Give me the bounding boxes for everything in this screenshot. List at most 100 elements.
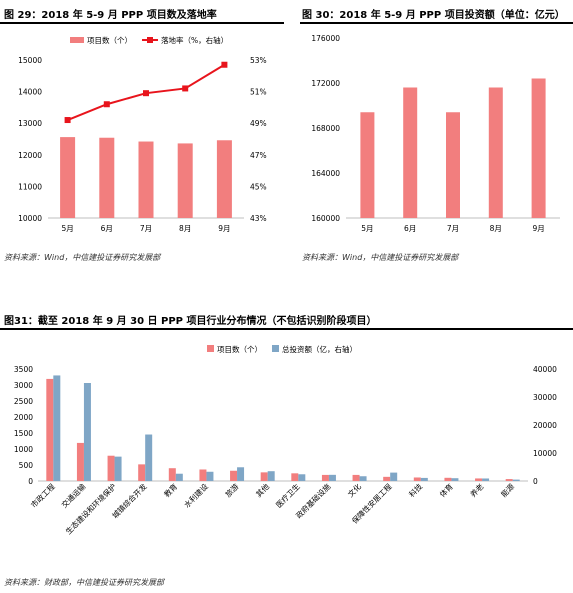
figure31-count-bar bbox=[444, 477, 452, 481]
figure31-count-bar bbox=[260, 472, 268, 481]
figure31-left-tick: 2000 bbox=[14, 413, 33, 422]
figure29-right-tick: 49% bbox=[250, 119, 267, 128]
figure29-legend-bar-swatch bbox=[70, 37, 84, 43]
figure29-bar bbox=[99, 137, 115, 218]
figure31-left-tick: 0 bbox=[28, 477, 33, 486]
figure29-left-tick: 14000 bbox=[18, 88, 42, 97]
figure31-investment-bar bbox=[206, 471, 214, 481]
figure31-investment-bar bbox=[267, 471, 275, 481]
figure29-x-tick: 9月 bbox=[218, 224, 230, 233]
figure31-count-bar bbox=[230, 470, 238, 481]
figure30-y-tick: 168000 bbox=[311, 124, 340, 133]
figure29-left-tick: 13000 bbox=[18, 119, 42, 128]
figure31-investment-bar bbox=[114, 456, 122, 481]
figure29-legend-line-label: 落地率（%，右轴） bbox=[161, 35, 228, 45]
figure31-count-bar bbox=[138, 464, 146, 481]
figure29-legend-line-marker bbox=[147, 37, 153, 43]
figure31-investment-bar bbox=[420, 477, 428, 481]
figure31-title: 图31：截至 2018 年 9 月 30 日 PPP 项目行业分布情况（不包括识… bbox=[4, 316, 377, 327]
figure31-right-tick: 10000 bbox=[533, 449, 557, 458]
figure31-x-tick: 科技 bbox=[407, 481, 425, 499]
figure30-y-tick: 160000 bbox=[311, 214, 340, 223]
figure29-x-tick: 6月 bbox=[101, 224, 113, 233]
figure29-rate-point bbox=[182, 85, 189, 92]
figure31-investment-bar bbox=[53, 375, 61, 481]
figure31-x-tick: 医疗卫生 bbox=[273, 481, 302, 510]
figure29-rate-point bbox=[221, 61, 228, 68]
figure31-count-bar bbox=[475, 478, 483, 481]
figure31-title-rule bbox=[0, 328, 573, 330]
figure31-x-tick: 文化 bbox=[345, 481, 363, 499]
figure31-investment-bar bbox=[298, 474, 306, 481]
figure31-left-tick: 500 bbox=[19, 461, 34, 470]
figure30-bar bbox=[403, 87, 418, 218]
figure29-right-tick: 53% bbox=[250, 56, 267, 65]
figure31-legend-investment-swatch bbox=[272, 345, 279, 352]
figure29-right-tick: 43% bbox=[250, 214, 267, 223]
figure31-left-tick: 3500 bbox=[14, 365, 33, 374]
figure30-x-tick: 6月 bbox=[404, 224, 416, 233]
figure31-right-tick: 40000 bbox=[533, 365, 557, 374]
figure31-count-bar bbox=[76, 442, 84, 481]
figure30-bar bbox=[446, 112, 460, 218]
figure29-left-tick: 15000 bbox=[18, 56, 42, 65]
figure31-investment-bar bbox=[390, 472, 398, 481]
figure30-y-tick: 176000 bbox=[311, 34, 340, 43]
figure29-rate-point bbox=[64, 117, 71, 124]
figure31-legend-count-swatch bbox=[207, 345, 214, 352]
figure31-x-tick: 其他 bbox=[253, 481, 271, 499]
figure31-count-bar bbox=[168, 468, 176, 481]
figure31-source: 资料来源：财政部，中信建投证券研究发展部 bbox=[4, 578, 164, 587]
figure31-count-bar bbox=[505, 479, 513, 481]
figure31-x-tick: 生态建设和环境保护 bbox=[63, 481, 118, 536]
figure31-left-tick: 1500 bbox=[14, 429, 33, 438]
figure31-count-bar bbox=[107, 455, 115, 481]
figure30-source: 资料来源：Wind，中信建投证券研究发展部 bbox=[302, 253, 459, 262]
figure30-bar bbox=[488, 87, 503, 218]
figure30-y-tick: 172000 bbox=[311, 79, 340, 88]
figure30-x-tick: 8月 bbox=[490, 224, 502, 233]
figure30-x-tick: 9月 bbox=[532, 224, 544, 233]
figure31-count-bar bbox=[199, 469, 207, 481]
figure31-left-tick: 2500 bbox=[14, 397, 33, 406]
figure31-x-tick: 能源 bbox=[498, 481, 516, 499]
figure31-right-tick: 20000 bbox=[533, 421, 557, 430]
figure31-left-tick: 3000 bbox=[14, 381, 33, 390]
figure29-rate-point bbox=[103, 101, 110, 108]
figure29-bar bbox=[60, 137, 76, 218]
figure31-x-tick: 教育 bbox=[162, 481, 180, 499]
figure29-right-tick: 51% bbox=[250, 88, 267, 97]
figure31-x-tick: 旅游 bbox=[223, 481, 241, 499]
figure30-x-tick: 5月 bbox=[361, 224, 373, 233]
figure30-x-tick: 7月 bbox=[447, 224, 459, 233]
figure31-x-tick: 养老 bbox=[468, 481, 486, 499]
figure30-bar bbox=[531, 78, 546, 218]
figure29-x-tick: 5月 bbox=[61, 224, 73, 233]
figure29-source: 资料来源：Wind，中信建投证券研究发展部 bbox=[4, 253, 161, 262]
figure29-left-tick: 11000 bbox=[18, 182, 42, 191]
figure31-investment-bar bbox=[359, 476, 367, 481]
figure31-count-bar bbox=[46, 378, 54, 481]
figure30-title: 图 30：2018 年 5-9 月 PPP 项目投资额（单位：亿元） bbox=[302, 10, 565, 21]
figure29-legend-bar-label: 项目数（个） bbox=[87, 35, 132, 45]
figure30-bar bbox=[360, 112, 375, 218]
figure31-legend-investment-label: 总投资额（亿，右轴） bbox=[282, 344, 357, 354]
figure31-count-bar bbox=[321, 474, 329, 481]
figure31-investment-bar bbox=[237, 467, 245, 481]
figure29-title: 图 29：2018 年 5-9 月 PPP 项目数及落地率 bbox=[4, 10, 217, 21]
figure31-x-tick: 体育 bbox=[437, 481, 455, 499]
figure31-investment-bar bbox=[451, 478, 459, 481]
figure29-x-tick: 7月 bbox=[140, 224, 152, 233]
figure29-right-tick: 45% bbox=[250, 182, 267, 191]
figure29-right-tick: 47% bbox=[250, 151, 267, 160]
figure31-right-tick: 30000 bbox=[533, 393, 557, 402]
figure29-left-tick: 12000 bbox=[18, 151, 42, 160]
figure31-left-tick: 1000 bbox=[14, 445, 33, 454]
figure29-bar bbox=[138, 141, 154, 218]
figure29-left-tick: 10000 bbox=[18, 214, 42, 223]
figure29-x-tick: 8月 bbox=[179, 224, 191, 233]
figure31-x-tick: 水利建设 bbox=[182, 481, 211, 510]
figure31-x-tick: 交通运输 bbox=[59, 481, 88, 510]
